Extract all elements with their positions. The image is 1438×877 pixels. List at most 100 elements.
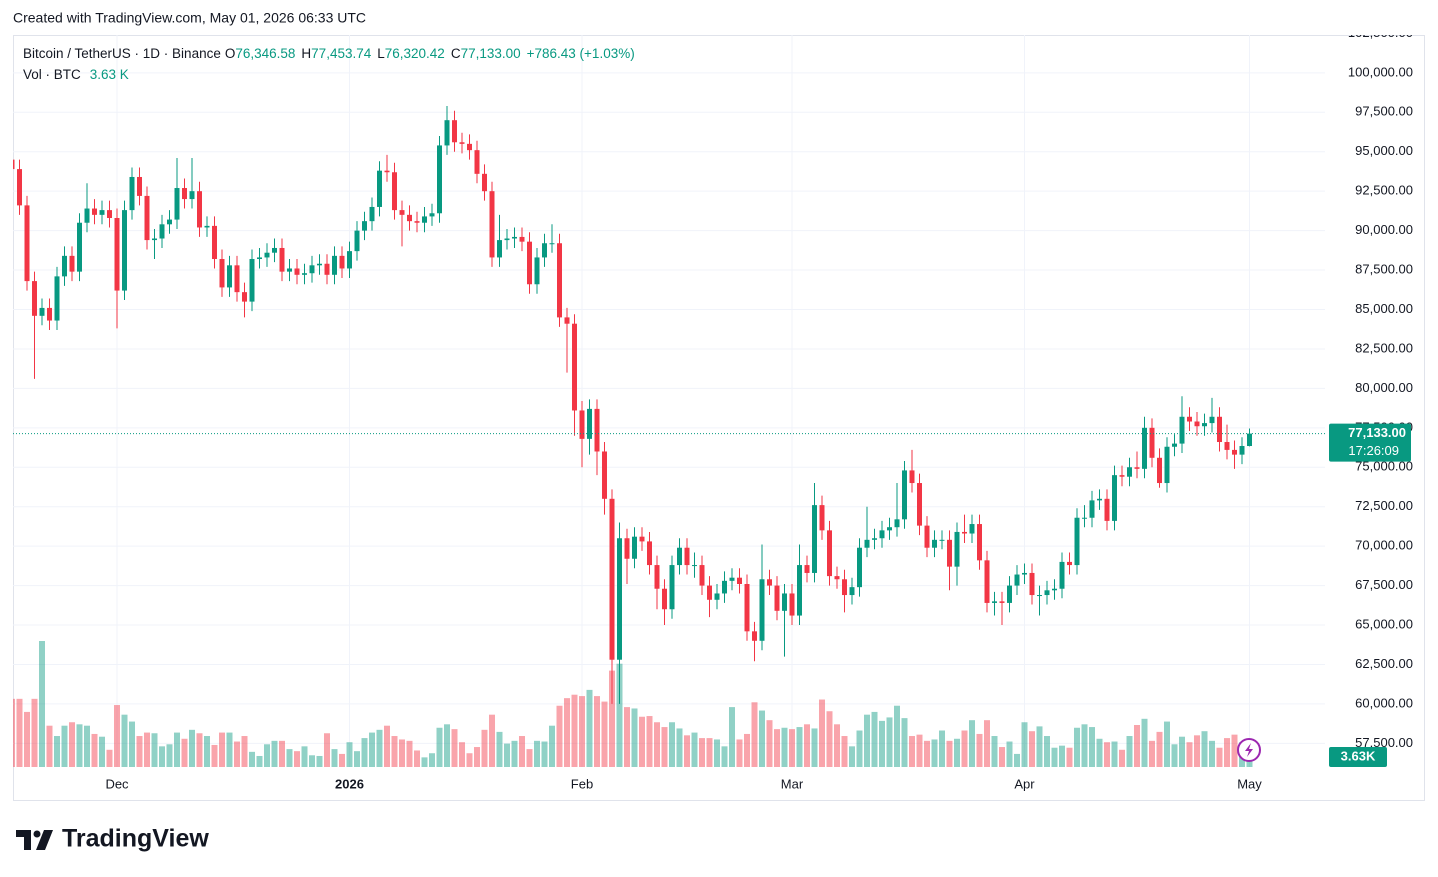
candle-body	[1239, 446, 1245, 455]
volume-bar	[1044, 736, 1050, 767]
x-tick-label: Dec	[105, 776, 129, 791]
volume-bar	[204, 736, 210, 767]
candle-body	[122, 210, 127, 291]
candle-body	[947, 539, 952, 567]
change: +786.43 (+1.03%)	[527, 46, 635, 61]
logo: TradingView	[16, 825, 209, 853]
volume-bar	[391, 736, 398, 767]
candle-body	[167, 219, 172, 225]
logo-text: TradingView	[62, 825, 209, 853]
candle-body	[834, 576, 840, 580]
volume-bar	[13, 698, 15, 767]
volume-bar	[841, 736, 848, 767]
candle-body	[384, 170, 390, 173]
candle-body	[977, 524, 982, 561]
candle-body	[317, 263, 322, 266]
candle-body	[279, 247, 285, 272]
volume-bar	[774, 729, 780, 767]
alert-icon[interactable]	[1237, 738, 1261, 762]
y-tick-label: 82,500.00	[1355, 340, 1413, 355]
candle-body	[474, 150, 480, 174]
y-tick-label: 87,500.00	[1355, 261, 1413, 276]
volume-bar	[474, 747, 480, 767]
volume-bar	[249, 751, 255, 767]
candle-body	[1142, 427, 1147, 469]
candle-body	[767, 579, 772, 586]
volume-bar	[159, 746, 165, 767]
volume-bar	[676, 728, 683, 767]
volume-bar	[189, 729, 195, 767]
volume-bar	[1216, 747, 1223, 767]
candle-body	[602, 451, 607, 499]
volume-bar	[1209, 740, 1215, 767]
candle-body	[857, 547, 862, 588]
volume-bar	[519, 736, 525, 767]
volume-bar	[999, 747, 1005, 767]
candle-body	[204, 225, 210, 228]
volume-bar	[309, 755, 315, 767]
x-tick-label: 2026	[335, 776, 364, 791]
last-price-label: 77,133.00	[1348, 425, 1406, 440]
candle-body	[647, 541, 652, 566]
volume-bar	[54, 736, 60, 767]
candle-body	[1217, 416, 1222, 443]
volume-bar	[886, 717, 893, 767]
y-tick-label: 75,000.00	[1355, 459, 1413, 474]
candle-body	[39, 307, 45, 316]
candle-body	[624, 538, 630, 559]
candle-body	[1022, 572, 1027, 575]
candle-body	[1059, 561, 1065, 589]
volume-bar	[639, 716, 645, 767]
candle-body	[714, 593, 720, 600]
volume-bar	[534, 740, 540, 767]
volume-bar	[361, 738, 368, 767]
volume-bar	[781, 727, 788, 767]
volume-bar	[811, 728, 818, 767]
volume-bar	[616, 663, 623, 767]
volume-bar	[1134, 725, 1140, 767]
candle-body	[137, 176, 142, 196]
volume-bar	[954, 738, 960, 767]
price-pane	[13, 105, 1325, 704]
candle-body	[999, 601, 1005, 603]
volume-bar	[1179, 736, 1185, 767]
candle-body	[827, 530, 832, 577]
volume-bar	[1186, 742, 1193, 767]
candle-body	[1172, 443, 1177, 447]
volume-bar	[624, 707, 630, 767]
candle-body	[13, 159, 15, 170]
candle-body	[407, 214, 412, 222]
candle-body	[737, 577, 742, 584]
volume-bar	[729, 707, 735, 767]
candle-body	[639, 536, 645, 542]
y-tick-label: 72,500.00	[1355, 498, 1413, 513]
candle-body	[812, 505, 817, 573]
candle-body	[1232, 449, 1237, 455]
y-tick-label: 90,000.00	[1355, 222, 1413, 237]
candle-body	[909, 470, 915, 484]
volume-bar	[1066, 747, 1073, 767]
candle-body	[497, 240, 502, 258]
candle-body	[1104, 498, 1110, 521]
x-tick-label: Feb	[571, 776, 593, 791]
volume-bar	[691, 732, 698, 767]
volume-bar	[969, 720, 975, 767]
volume-bar	[241, 736, 248, 767]
volume-bar	[226, 732, 233, 767]
candle-body	[879, 530, 885, 539]
candle-body	[579, 410, 585, 439]
volume-bar	[414, 750, 420, 767]
volume-bar	[99, 736, 105, 767]
volume-bar	[1029, 731, 1035, 767]
volume-bar	[1006, 741, 1013, 767]
candle-body	[1179, 416, 1185, 444]
candle-body	[924, 525, 930, 548]
volume-bar	[286, 749, 293, 767]
ohlc-key: L	[377, 46, 385, 61]
y-tick-label: 57,500.00	[1355, 735, 1413, 750]
volume-bar	[826, 711, 833, 767]
candle-body	[564, 317, 570, 324]
candle-body	[1067, 561, 1072, 566]
time-axis: Dec 2026 Feb Mar Apr May	[105, 776, 1262, 791]
volume-bar	[1081, 724, 1088, 767]
